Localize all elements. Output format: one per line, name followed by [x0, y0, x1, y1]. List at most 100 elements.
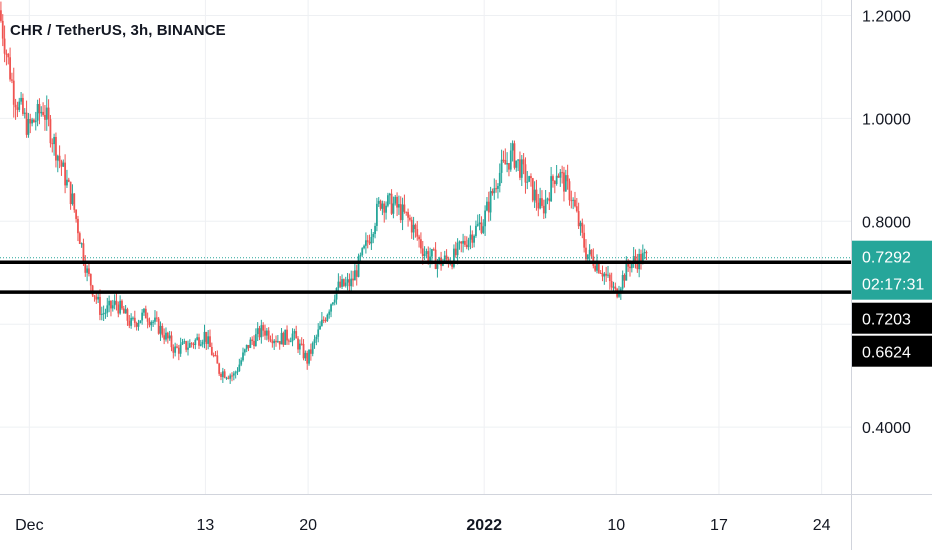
candle-body — [398, 204, 400, 208]
candle-body — [603, 273, 606, 277]
candle-body — [251, 339, 254, 341]
candle-body — [51, 143, 54, 145]
candle-body — [469, 234, 472, 240]
candle-body — [289, 341, 292, 343]
symbol-title[interactable]: CHR / TetherUS, 3h, BINANCE — [10, 22, 226, 39]
candle-body — [166, 332, 169, 339]
candle-body — [368, 241, 371, 244]
candle-body — [364, 240, 367, 246]
candle-body — [320, 319, 323, 326]
candle-body — [537, 202, 540, 209]
candle-body — [308, 349, 310, 364]
candle-body — [284, 329, 287, 345]
candle-body — [346, 279, 349, 283]
candle-body — [403, 204, 406, 212]
candle-body — [597, 263, 600, 273]
candle-body — [16, 107, 19, 110]
candle-body — [291, 333, 294, 342]
candle-body — [533, 189, 536, 201]
candle-body — [344, 282, 347, 286]
candle-body — [410, 219, 413, 233]
candle-body — [0, 10, 2, 21]
candle-body — [559, 172, 562, 178]
candle-body — [124, 309, 127, 314]
candle-body — [608, 274, 611, 282]
candle-body — [495, 188, 498, 190]
horizontal-levels[interactable] — [0, 257, 851, 294]
candle-body — [249, 339, 252, 348]
candle-body — [201, 341, 204, 345]
candle-body — [273, 340, 276, 344]
candle-body — [579, 222, 582, 227]
candle-body — [385, 205, 387, 213]
candle-body — [607, 274, 609, 276]
candle-body — [297, 338, 299, 350]
candle-body — [363, 245, 365, 249]
candle-body — [535, 189, 538, 203]
candle-body — [519, 159, 521, 178]
candle-body — [623, 274, 626, 281]
candle-body — [190, 343, 193, 345]
candle-body — [234, 372, 237, 374]
candle-body — [379, 200, 382, 209]
candle-body — [618, 293, 620, 297]
candle-body — [564, 175, 567, 192]
candle-body — [431, 249, 433, 257]
candle-body — [429, 256, 431, 261]
candle-body — [165, 332, 167, 340]
candle-body — [544, 199, 547, 214]
candle-body — [387, 195, 389, 206]
candle-body — [475, 225, 477, 236]
candle-body — [102, 313, 105, 315]
candle-body — [443, 255, 446, 262]
candle-body — [188, 343, 191, 348]
candle-body — [141, 312, 144, 321]
time-axis-tick-label: 17 — [710, 517, 728, 534]
time-axis-tick-label: 20 — [299, 517, 317, 534]
candle-body — [409, 217, 411, 220]
candle-body — [269, 339, 272, 341]
candle-body — [256, 328, 259, 335]
candle-body — [366, 240, 369, 242]
candle-body — [89, 274, 92, 286]
price-axis-tick-label: 0.8000 — [862, 214, 911, 231]
candle-body — [78, 233, 81, 244]
price-axis-tick-label: 0.4000 — [862, 420, 911, 437]
candle-body — [18, 101, 21, 110]
candle-body — [44, 114, 46, 120]
candle-body — [500, 159, 503, 173]
candle-body — [282, 332, 285, 345]
candle-body — [640, 253, 642, 264]
candle-body — [62, 162, 65, 167]
candle-body — [73, 193, 76, 210]
candle-body — [427, 251, 430, 261]
candle-body — [421, 248, 424, 256]
candle-body — [139, 320, 142, 323]
candle-body — [339, 281, 342, 287]
candle-body — [388, 193, 391, 196]
candle-body — [5, 53, 8, 55]
candle-body — [9, 57, 11, 80]
candle-body — [634, 256, 637, 262]
candle-body — [199, 344, 202, 346]
candle-body — [75, 209, 78, 219]
candle-body — [520, 159, 523, 178]
candle-body — [484, 210, 487, 227]
price-axis-tick-label: 1.2000 — [862, 8, 911, 25]
candle-body — [348, 279, 351, 287]
candle-body — [56, 155, 59, 161]
candle-body — [377, 200, 380, 204]
candle-body — [632, 256, 635, 263]
candle-body — [128, 320, 131, 326]
candle-body — [588, 249, 591, 255]
candle-body — [319, 325, 321, 330]
candle-body — [585, 247, 587, 260]
candle-body — [541, 198, 543, 206]
candle-body — [243, 349, 246, 353]
candle-body — [438, 257, 441, 262]
candle-body — [47, 107, 50, 120]
candle-body — [280, 332, 283, 345]
